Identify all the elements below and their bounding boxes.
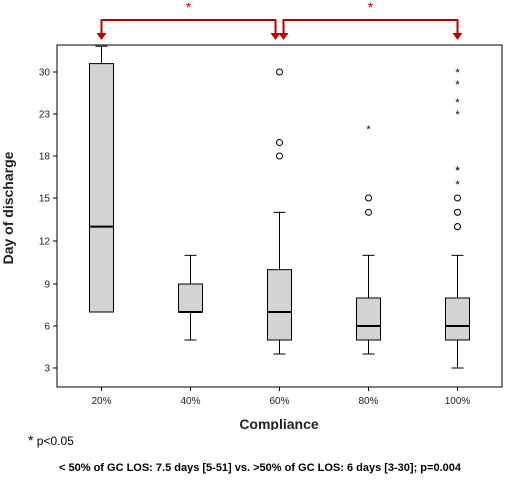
- y-tick-label: 15: [39, 194, 51, 205]
- outlier-point: [276, 152, 283, 160]
- box-group: [267, 68, 292, 355]
- y-tick-label: 12: [39, 237, 51, 248]
- box-group: *******: [445, 67, 470, 369]
- y-axis-ticks: 3 6 9 12 15 18 23 30: [39, 68, 57, 375]
- boxes: ********: [89, 45, 470, 369]
- significance-bracket: *: [96, 0, 281, 40]
- iqr-box: [267, 269, 292, 341]
- bracket-line: [282, 19, 459, 34]
- iqr-box: [178, 283, 203, 313]
- outlier-point: [365, 194, 372, 202]
- bracket-arrow-right: [270, 33, 281, 40]
- box-group: [89, 45, 114, 313]
- iqr-box: [89, 63, 114, 313]
- significance-brackets: * *: [96, 0, 463, 40]
- box-group: *: [356, 124, 381, 355]
- x-tick-label: 60%: [269, 396, 289, 407]
- extreme-point: *: [455, 109, 460, 121]
- bracket-line: [100, 19, 277, 34]
- summary-text: < 50% of GC LOS: 7.5 days [5-51] vs. >50…: [59, 462, 461, 474]
- extreme-point: *: [455, 67, 460, 79]
- extreme-point: *: [455, 179, 460, 191]
- iqr-box: [356, 297, 381, 341]
- bracket-arrow-left: [278, 33, 289, 40]
- x-tick-label: 40%: [180, 396, 200, 407]
- box-group: [178, 254, 203, 341]
- y-axis-label: Day of discharge: [0, 151, 16, 264]
- significance-label: *: [186, 0, 192, 15]
- footnote: * p<0.05: [28, 432, 74, 448]
- outlier-point: [454, 223, 461, 231]
- x-tick-label: 80%: [358, 396, 378, 407]
- significance-label: *: [368, 0, 374, 15]
- y-tick-label: 30: [39, 68, 51, 79]
- outlier-point: [276, 139, 283, 147]
- extreme-point: *: [455, 165, 460, 177]
- bracket-arrow-left: [96, 33, 107, 40]
- outlier-point: [454, 194, 461, 202]
- y-tick-label: 6: [44, 322, 50, 333]
- outlier-point: [365, 208, 372, 216]
- y-tick-label: 3: [44, 364, 50, 375]
- extreme-point: *: [366, 124, 371, 136]
- x-axis-label: Compliance: [239, 416, 319, 430]
- footnote-star: *: [28, 432, 34, 448]
- extreme-point: *: [455, 97, 460, 109]
- outlier-point: [276, 68, 283, 76]
- footnote-text: p<0.05: [33, 434, 74, 448]
- significance-bracket: *: [278, 0, 463, 40]
- extreme-point: *: [455, 165, 460, 177]
- x-axis-ticks: 20% 40% 60% 80% 100%: [91, 387, 470, 407]
- bracket-arrow-right: [452, 33, 463, 40]
- y-tick-label: 23: [39, 110, 51, 121]
- x-tick-label: 20%: [91, 396, 111, 407]
- y-tick-label: 18: [39, 152, 51, 163]
- iqr-box: [445, 297, 470, 341]
- y-tick-label: 9: [44, 280, 50, 291]
- extreme-point: *: [455, 79, 460, 91]
- outlier-point: [454, 208, 461, 216]
- x-tick-label: 100%: [445, 396, 471, 407]
